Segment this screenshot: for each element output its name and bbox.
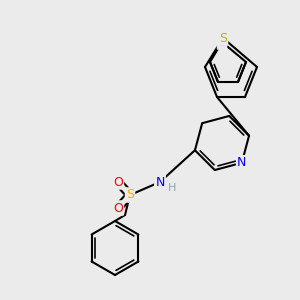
Text: N: N bbox=[237, 156, 247, 169]
Text: S: S bbox=[218, 35, 226, 49]
Text: S: S bbox=[219, 32, 227, 44]
Text: S: S bbox=[126, 188, 134, 202]
Text: N: N bbox=[155, 176, 165, 188]
Text: H: H bbox=[168, 183, 176, 193]
Text: O: O bbox=[113, 202, 123, 214]
Text: O: O bbox=[113, 176, 123, 188]
